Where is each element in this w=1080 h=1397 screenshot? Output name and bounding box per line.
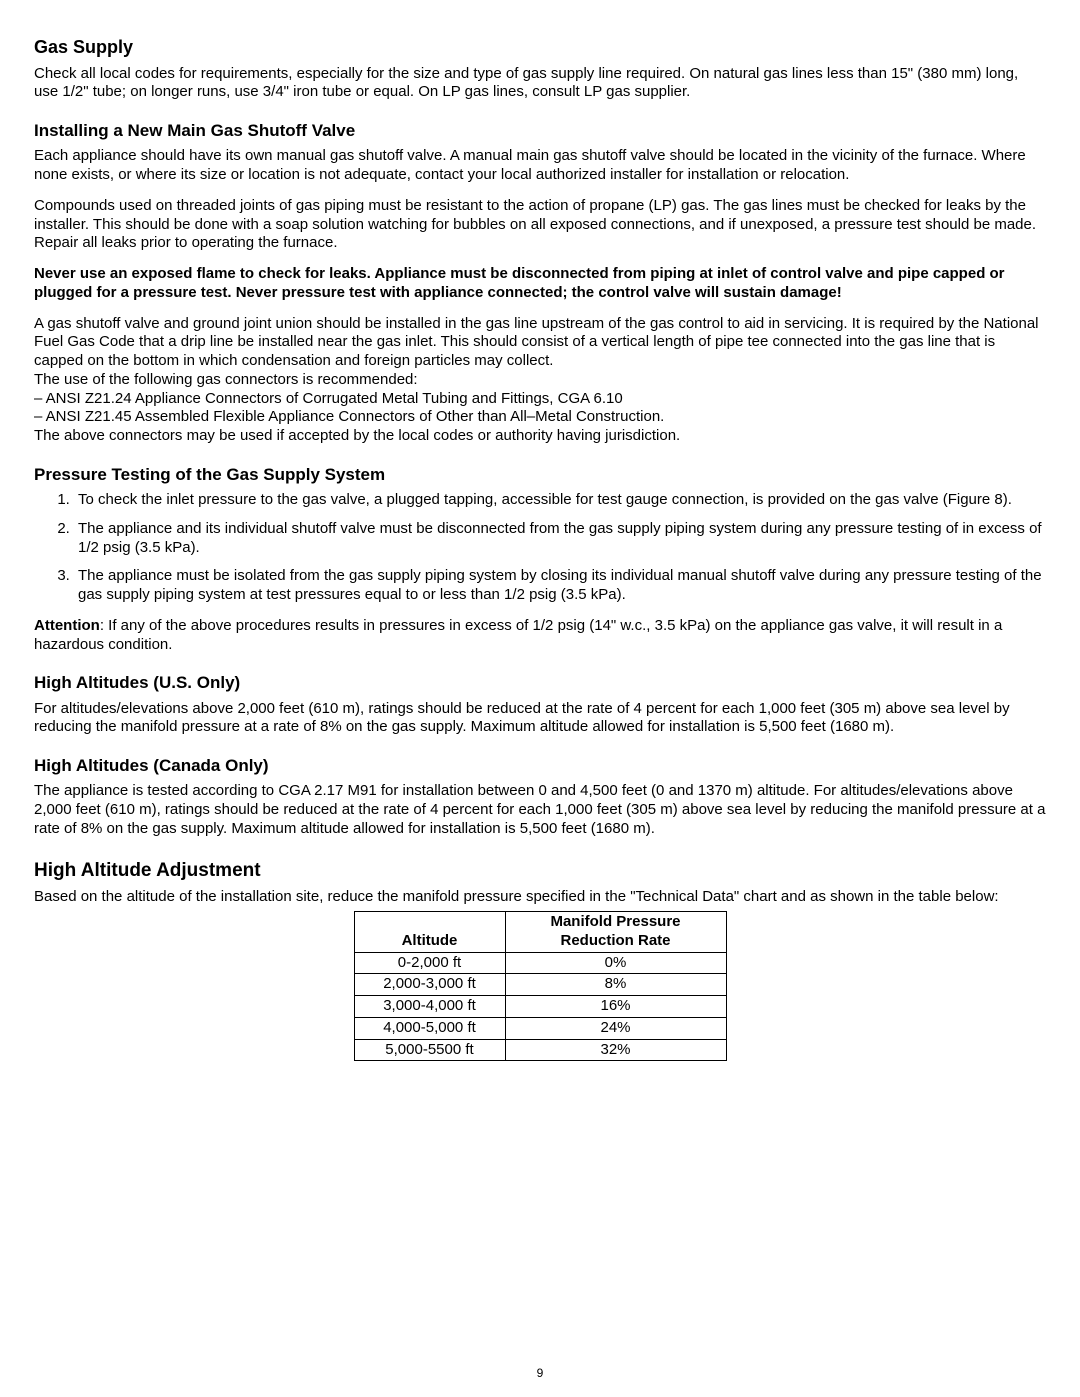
- heading-high-altitude-adjustment: High Altitude Adjustment: [34, 859, 1046, 883]
- cell-rate: 16%: [505, 996, 726, 1018]
- paragraph: The appliance is tested according to CGA…: [34, 782, 1046, 838]
- text-line: The above connectors may be used if acce…: [34, 427, 680, 444]
- cell-altitude: 3,000-4,000 ft: [354, 996, 505, 1018]
- cell-altitude: 4,000-5,000 ft: [354, 1017, 505, 1039]
- heading-high-altitude-canada: High Altitudes (Canada Only): [34, 755, 1046, 776]
- paragraph: Check all local codes for requirements, …: [34, 65, 1046, 103]
- list-item: To check the inlet pressure to the gas v…: [74, 491, 1046, 510]
- header-line: Reduction Rate: [560, 932, 670, 949]
- heading-pressure-testing: Pressure Testing of the Gas Supply Syste…: [34, 464, 1046, 485]
- text-line: – ANSI Z21.24 Appliance Connectors of Co…: [34, 390, 623, 407]
- list-item: The appliance must be isolated from the …: [74, 567, 1046, 605]
- table-row: 4,000-5,000 ft 24%: [354, 1017, 726, 1039]
- table-row: 0-2,000 ft 0%: [354, 952, 726, 974]
- paragraph: Based on the altitude of the installatio…: [34, 888, 1046, 907]
- table-header-row: Altitude Manifold Pressure Reduction Rat…: [354, 912, 726, 953]
- text-line: The use of the following gas connectors …: [34, 371, 418, 388]
- cell-rate: 32%: [505, 1039, 726, 1061]
- cell-rate: 0%: [505, 952, 726, 974]
- attention-label: Attention: [34, 617, 100, 634]
- paragraph: Compounds used on threaded joints of gas…: [34, 197, 1046, 253]
- list-item: The appliance and its individual shutoff…: [74, 520, 1046, 558]
- altitude-table: Altitude Manifold Pressure Reduction Rat…: [354, 911, 727, 1061]
- paragraph: For altitudes/elevations above 2,000 fee…: [34, 700, 1046, 738]
- cell-rate: 24%: [505, 1017, 726, 1039]
- table-row: 2,000-3,000 ft 8%: [354, 974, 726, 996]
- table-row: 3,000-4,000 ft 16%: [354, 996, 726, 1018]
- document-page: Gas Supply Check all local codes for req…: [0, 0, 1080, 1397]
- attention-paragraph: Attention: If any of the above procedure…: [34, 617, 1046, 655]
- cell-altitude: 0-2,000 ft: [354, 952, 505, 974]
- page-number: 9: [0, 1366, 1080, 1381]
- table-header-altitude: Altitude: [354, 912, 505, 953]
- paragraph: Each appliance should have its own manua…: [34, 147, 1046, 185]
- heading-gas-supply: Gas Supply: [34, 36, 1046, 59]
- table-header-rate: Manifold Pressure Reduction Rate: [505, 912, 726, 953]
- heading-install-valve: Installing a New Main Gas Shutoff Valve: [34, 120, 1046, 141]
- heading-high-altitude-us: High Altitudes (U.S. Only): [34, 672, 1046, 693]
- paragraph: A gas shutoff valve and ground joint uni…: [34, 315, 1046, 446]
- text-line: – ANSI Z21.45 Assembled Flexible Applian…: [34, 408, 664, 425]
- attention-text: : If any of the above procedures results…: [34, 617, 1002, 653]
- ordered-list: To check the inlet pressure to the gas v…: [34, 491, 1046, 605]
- warning-paragraph: Never use an exposed flame to check for …: [34, 265, 1046, 303]
- cell-rate: 8%: [505, 974, 726, 996]
- table-row: 5,000-5500 ft 32%: [354, 1039, 726, 1061]
- text-line: A gas shutoff valve and ground joint uni…: [34, 315, 1039, 370]
- cell-altitude: 2,000-3,000 ft: [354, 974, 505, 996]
- cell-altitude: 5,000-5500 ft: [354, 1039, 505, 1061]
- header-line: Manifold Pressure: [550, 913, 680, 930]
